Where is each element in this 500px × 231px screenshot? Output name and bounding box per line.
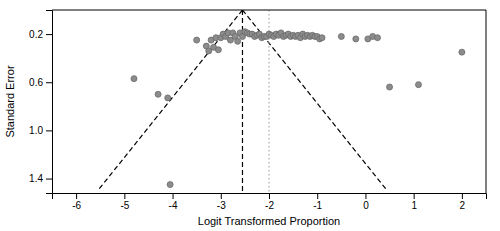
x-axis: -6 -5 -4 -3 -2 -1 0 1 2	[53, 193, 487, 211]
x-axis-title: Logit Transformed Proportion	[198, 215, 340, 227]
tick-mark	[76, 193, 77, 199]
tick-label: -3	[217, 200, 226, 211]
tick-mark	[46, 130, 52, 131]
frame	[52, 10, 486, 11]
tick-label: -2	[265, 200, 274, 211]
point	[387, 84, 393, 90]
point	[338, 33, 344, 39]
tick: 0	[363, 193, 369, 211]
funnel-line	[242, 10, 387, 191]
tick-mark	[46, 179, 52, 180]
tick: 0.2	[29, 29, 52, 40]
tick-mark	[124, 193, 125, 199]
tick-label: 1.4	[29, 173, 43, 184]
tick: 1	[411, 193, 417, 211]
tick-mark	[221, 193, 222, 199]
point	[215, 47, 221, 53]
tick-label: -6	[72, 200, 81, 211]
funnel-line	[98, 10, 243, 191]
tick: -2	[265, 193, 274, 211]
tick: 1.0	[29, 125, 52, 136]
tick: -6	[72, 193, 81, 211]
point	[131, 76, 137, 82]
point	[235, 38, 241, 44]
tick-label: -4	[169, 200, 178, 211]
tick: 1.4	[29, 173, 52, 184]
tick: -5	[120, 193, 129, 211]
tick-mark	[46, 82, 52, 83]
axis-line	[46, 11, 53, 194]
point	[459, 49, 465, 55]
tick: -4	[169, 193, 178, 211]
tick-label: 2	[460, 200, 466, 211]
tick-label: 1	[411, 200, 417, 211]
marks	[98, 10, 465, 193]
points	[131, 29, 465, 188]
chart: -6 -5 -4 -3 -2 -1 0 1 2 0.2 0.6 1.0 1.4 Logit Transfo…	[0, 0, 500, 231]
tick-mark	[414, 193, 415, 199]
tick: 2	[460, 193, 466, 211]
point	[375, 35, 381, 41]
point	[194, 37, 200, 43]
frame	[486, 10, 487, 193]
tick-label: 1.0	[29, 125, 43, 136]
point	[353, 36, 359, 42]
y-axis: 0.2 0.6 1.0 1.4	[29, 11, 52, 194]
point	[319, 35, 325, 41]
tick-label: 0.2	[29, 29, 43, 40]
tick-mark	[365, 193, 366, 199]
plot: -6 -5 -4 -3 -2 -1 0 1 2 0.2 0.6 1.0 1.4	[29, 10, 486, 211]
tick-label: -5	[120, 200, 129, 211]
tick: 0.6	[29, 77, 52, 88]
tick-mark	[269, 193, 270, 199]
tick-label: -1	[313, 200, 322, 211]
point	[167, 182, 173, 188]
tick: -1	[313, 193, 322, 211]
point	[165, 95, 171, 101]
tick-mark	[46, 34, 52, 35]
tick-mark	[462, 193, 463, 199]
axis-line	[53, 194, 487, 200]
point	[155, 91, 161, 97]
tick-label: 0.6	[29, 77, 43, 88]
point	[415, 82, 421, 88]
tick-label: 0	[363, 200, 369, 211]
tick-mark	[173, 193, 174, 199]
tick-mark	[317, 193, 318, 199]
y-axis-title: Standard Error	[4, 65, 16, 137]
tick: -3	[217, 193, 226, 211]
